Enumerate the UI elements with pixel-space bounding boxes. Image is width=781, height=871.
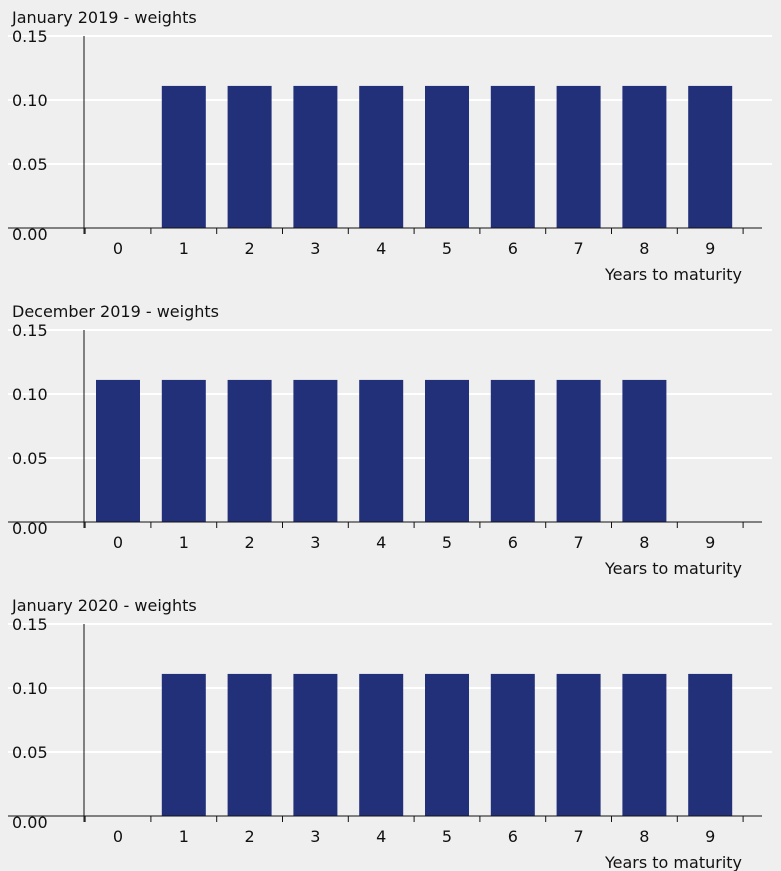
- bar: [359, 379, 404, 522]
- bar: [161, 379, 206, 522]
- bar: [359, 85, 404, 228]
- bar: [622, 673, 667, 816]
- bar: [556, 85, 601, 228]
- bar: [622, 85, 667, 228]
- x-tick-label: 1: [179, 239, 189, 258]
- bar: [227, 673, 272, 816]
- y-tick-label: 0.05: [12, 449, 48, 468]
- chart-title: January 2020 - weights: [12, 596, 197, 615]
- y-tick-label: 0.15: [12, 321, 48, 340]
- bar: [425, 85, 469, 228]
- x-tick-label: 0: [113, 827, 123, 846]
- bar-chart-2: 0.00 0.05 0.10 0.15 0 1 2 3 4 5 6 7 8 9 Years to matur…: [8, 321, 772, 578]
- bar: [293, 673, 338, 816]
- x-tick-label: 3: [310, 533, 320, 552]
- x-tick-label: 5: [442, 239, 452, 258]
- y-tick-label: 0.15: [12, 615, 48, 634]
- y-tick-label: 0.10: [12, 679, 48, 698]
- bar: [490, 85, 535, 228]
- bar-chart-1: 0.00 0.05 0.10 0.15 0 1 2 3 4 5 6 7 8 9 Years to matur…: [8, 27, 772, 284]
- x-tick-label: 9: [705, 533, 715, 552]
- x-axis-label: Years to maturity: [604, 265, 742, 284]
- bar: [161, 85, 206, 228]
- bar: [688, 85, 733, 228]
- x-tick-label: 6: [508, 533, 518, 552]
- y-tick-label: 0.10: [12, 385, 48, 404]
- x-tick-label: 7: [574, 533, 584, 552]
- x-tick-label: 0: [113, 239, 123, 258]
- chart-panel-1: January 2019 - weights 0.00 0.05 0.10 0.15 0…: [0, 0, 781, 290]
- x-tick-label: 5: [442, 827, 452, 846]
- x-tick-label: 9: [705, 239, 715, 258]
- y-tick-label: 0.00: [12, 813, 48, 832]
- y-tick-label: 0.05: [12, 155, 48, 174]
- x-tick-label: 8: [639, 827, 649, 846]
- x-tick-label: 9: [705, 827, 715, 846]
- y-tick-label: 0.10: [12, 91, 48, 110]
- x-tick-label: 1: [179, 827, 189, 846]
- x-tick-label: 8: [639, 533, 649, 552]
- x-tick-label: 6: [508, 827, 518, 846]
- bar: [293, 379, 338, 522]
- bar: [688, 673, 733, 816]
- x-tick-label: 5: [442, 533, 452, 552]
- bar: [161, 673, 206, 816]
- bar: [359, 673, 404, 816]
- x-tick-label: 4: [376, 827, 386, 846]
- x-tick-label: 1: [179, 533, 189, 552]
- chart-panel-3: January 2020 - weights 0.00 0.05 0.10 0.15 0…: [0, 588, 781, 871]
- chart-panel-2: December 2019 - weights 0.00 0.05 0.10 0.15…: [0, 294, 781, 584]
- bar: [622, 379, 667, 522]
- bar: [293, 85, 338, 228]
- x-tick-label: 4: [376, 533, 386, 552]
- bar: [425, 673, 469, 816]
- x-tick-label: 4: [376, 239, 386, 258]
- bar: [490, 379, 535, 522]
- y-tick-label: 0.00: [12, 519, 48, 538]
- x-tick-label: 7: [574, 827, 584, 846]
- bar: [490, 673, 535, 816]
- chart-title: December 2019 - weights: [12, 302, 219, 321]
- bar: [227, 379, 272, 522]
- bar: [556, 379, 601, 522]
- x-tick-label: 3: [310, 827, 320, 846]
- bar: [556, 673, 601, 816]
- y-tick-label: 0.00: [12, 225, 48, 244]
- y-tick-label: 0.05: [12, 743, 48, 762]
- x-axis-label: Years to maturity: [604, 559, 742, 578]
- x-tick-label: 7: [574, 239, 584, 258]
- x-axis-label: Years to maturity: [604, 853, 742, 871]
- x-tick-label: 3: [310, 239, 320, 258]
- x-tick-label: 2: [245, 533, 255, 552]
- x-tick-label: 8: [639, 239, 649, 258]
- bar: [96, 379, 140, 522]
- x-tick-label: 0: [113, 533, 123, 552]
- x-tick-label: 2: [245, 827, 255, 846]
- bar-chart-3: 0.00 0.05 0.10 0.15 0 1 2 3 4 5 6 7 8 9 Years to matur…: [8, 615, 772, 871]
- x-tick-label: 2: [245, 239, 255, 258]
- x-tick-label: 6: [508, 239, 518, 258]
- y-tick-label: 0.15: [12, 27, 48, 46]
- bar: [227, 85, 272, 228]
- chart-title: January 2019 - weights: [12, 8, 197, 27]
- bar: [425, 379, 469, 522]
